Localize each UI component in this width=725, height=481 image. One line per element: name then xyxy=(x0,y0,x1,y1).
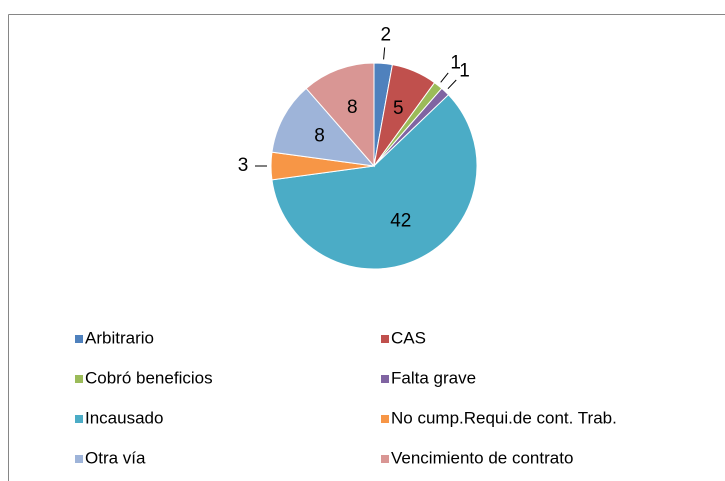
pie-slice xyxy=(271,94,478,270)
legend-label: Arbitrario xyxy=(85,328,154,347)
legend-swatch xyxy=(75,415,83,423)
data-label: 2 xyxy=(380,25,391,46)
legend-swatch xyxy=(75,455,83,463)
data-label: 1 xyxy=(459,60,470,81)
legend-swatch xyxy=(381,455,389,463)
data-label: 5 xyxy=(393,98,404,119)
legend-label: Otra vía xyxy=(85,448,146,467)
legend-swatch xyxy=(75,335,83,343)
pie-slice xyxy=(305,62,375,168)
legend-label: Vencimiento de contrato xyxy=(391,448,573,467)
legend-label: Incausado xyxy=(85,408,163,427)
data-label: 8 xyxy=(314,126,325,147)
legend-label: CAS xyxy=(391,328,426,347)
legend-swatch xyxy=(75,375,83,383)
legend-swatch xyxy=(381,375,389,383)
data-label: 8 xyxy=(347,97,358,118)
leader-line xyxy=(447,79,457,90)
data-label: 1 xyxy=(450,53,461,74)
leader-line xyxy=(440,72,449,83)
leader-line xyxy=(383,47,386,60)
data-label: 3 xyxy=(238,155,249,176)
legend-swatch xyxy=(381,335,389,343)
legend-label: Cobró beneficios xyxy=(85,368,213,387)
legend-label: No cump.Requi.de cont. Trab. xyxy=(391,408,617,427)
legend-label: Falta grave xyxy=(391,368,476,387)
pie-slice xyxy=(271,87,376,167)
data-label: 42 xyxy=(390,211,411,232)
legend-swatch xyxy=(381,415,389,423)
